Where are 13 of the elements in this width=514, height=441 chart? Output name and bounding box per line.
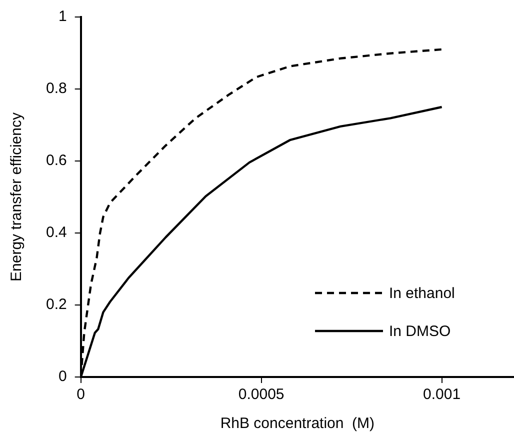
x-tick-label: 0.001 — [423, 386, 461, 404]
x-tick-label: 0.0005 — [238, 386, 284, 404]
y-tick-label: 0.4 — [46, 224, 67, 242]
legend-label: In DMSO — [389, 322, 451, 340]
y-tick-label: 0 — [58, 368, 67, 386]
x-tick-label: 0 — [76, 386, 86, 404]
legend-label: In ethanol — [389, 284, 455, 302]
y-tick-label: 0.8 — [46, 80, 67, 98]
y-axis-title: Energy transfer efficiency — [8, 112, 26, 282]
x-axis-title: RhB concentration (M) — [220, 415, 375, 432]
y-tick-label: 1 — [58, 8, 67, 26]
y-tick-label: 0.2 — [46, 296, 67, 314]
y-tick-label: 0.6 — [46, 152, 67, 170]
